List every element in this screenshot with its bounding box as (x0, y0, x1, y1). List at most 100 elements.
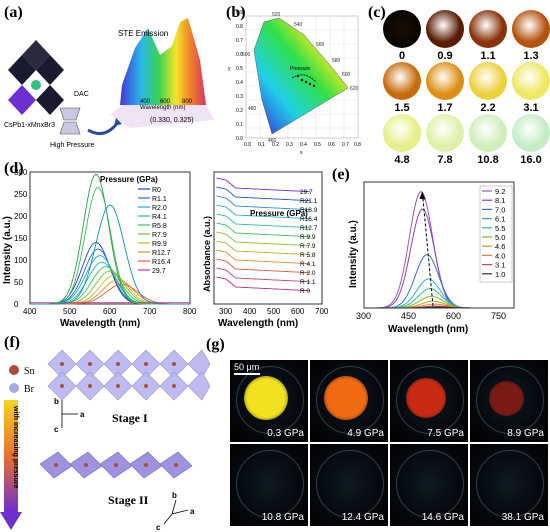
absorbance-chart: 29.7 R21.1 R18.9 R16.4 R12.7 R 9.9 R 7.9 R 5.8 R… (202, 171, 328, 329)
pl-spectra-chart: 400 500 600 700 800 0 50 100 150 200 250 300 Wavelen… (2, 168, 197, 329)
cie-wl-620: 620 (350, 86, 359, 92)
abs-legend-entry: R12.7 (300, 225, 318, 232)
abs-x-tick: 300 (219, 307, 233, 316)
cie-diagram: Pressure 520 540 560 580 600 620 500 480… (228, 10, 361, 156)
pl-legend-entry: R0 (152, 187, 161, 194)
axis-b2-label: b (172, 491, 177, 500)
abs-series-line (216, 213, 310, 229)
cie-x-tick: 0.2 (272, 142, 279, 148)
pressure-value-label: 7.8 (437, 154, 453, 166)
panel-f-label: (f) (4, 334, 20, 351)
emission-photo: 3.1 (509, 62, 550, 114)
panel-d-label: (d) (4, 160, 24, 177)
microscopy-image: 8.9 GPa (470, 360, 548, 442)
pl-x-tick: 600 (103, 307, 117, 316)
emission-photo: 1.7 (423, 62, 467, 114)
axis-c-label: c (54, 425, 59, 434)
emission-circle (512, 10, 550, 48)
stage-two-label: Stage II (108, 493, 149, 507)
abs-series-line (216, 258, 310, 274)
abs-legend-entry: R 0 (300, 288, 311, 295)
abs-legend-entry: R 4.1 (300, 261, 316, 268)
pressure-value-label: 4.8 (394, 154, 410, 166)
emission-circle (469, 62, 507, 100)
sample-emission (406, 378, 446, 418)
emission-photo: 4.8 (380, 114, 424, 166)
microscopy-image: 12.4 GPa (310, 444, 388, 526)
pl-x-label: Wavelength (nm) (60, 318, 140, 329)
sample-emission (488, 380, 524, 416)
cie-x-label: x (300, 150, 303, 156)
axes-stage-one (61, 400, 78, 428)
panel-a-figure: STE Emission 400 600 800 Wavelength (nm)… (4, 18, 214, 149)
axis-a-label: a (80, 410, 85, 419)
e-legend-entry: 1.0 (495, 270, 505, 279)
panel-b-label: (b) (226, 4, 246, 21)
emission-photo-grid: 0 0.9 1.1 1.3 1.5 1.7 2.2 3.1 4.8 7.8 10.8 16.0 (374, 4, 550, 166)
abs-legend-entry: R 9.9 (300, 234, 316, 241)
axes-stage-two (163, 499, 189, 525)
e-legend-entry: 7.0 (495, 205, 505, 214)
pl-legend-entry: R12.7 (152, 250, 171, 257)
cie-wl-500: 500 (242, 52, 251, 58)
sn-atom-icon (9, 365, 19, 375)
abs-legend-entry: 29.7 (300, 189, 313, 196)
pl-x-tick: 700 (143, 307, 157, 316)
emission-circle (512, 62, 550, 100)
abs-series-line (216, 186, 310, 202)
scale-bar (234, 373, 260, 375)
emission-photo: 1.3 (509, 10, 550, 62)
ste-emission-label: STE Emission (118, 29, 168, 38)
cie-x-tick: 0.8 (354, 142, 361, 148)
cie-x-tick: 0.5 (314, 142, 321, 148)
abs-x-tick: 700 (315, 307, 328, 316)
cie-y-tick: 0.7 (236, 38, 243, 44)
axis-b-label: b (54, 397, 59, 406)
br-label: Br (24, 384, 35, 395)
abs-plot-frame (213, 171, 323, 305)
e-x-label: Wavelength (nm) (388, 324, 468, 334)
e-legend-box (479, 185, 513, 283)
cie-x-tick: 0.0 (244, 142, 251, 148)
br-atom-icon (9, 383, 19, 393)
pressure-value-label: 1.5 (394, 102, 410, 114)
abs-x-label: Wavelength (nm) (218, 318, 298, 329)
microscopy-image: 4.9 GPa (310, 360, 388, 442)
crystal-structure (8, 40, 64, 115)
peak-shift-arrow (422, 193, 434, 307)
pl-legend-entry: R5.8 (152, 223, 167, 230)
pl-legend-entry: R16.4 (152, 259, 171, 266)
panel-c-label: (c) (368, 4, 386, 21)
sample-emission (244, 376, 288, 420)
pressure-label: 4.9 GPa (347, 428, 384, 439)
emission-circle (426, 62, 464, 100)
emission-photo: 1.1 (466, 10, 510, 62)
emission-circle (512, 114, 550, 152)
microscopy-image: 7.5 GPa (390, 360, 468, 442)
pl-legend-entry: R2.0 (152, 205, 167, 212)
pl-y-tick: 300 (14, 168, 28, 177)
cie-wl-460: 460 (268, 138, 277, 144)
abs-series-line (216, 231, 310, 247)
wl-tick-800: 800 (182, 99, 193, 105)
pressure-label: 14.6 GPa (421, 512, 464, 523)
emission-photo: 7.8 (423, 114, 467, 166)
emission-circle (426, 114, 464, 152)
abs-legend-entry: R 7.9 (300, 243, 316, 250)
stage-one-label: Stage I (112, 411, 148, 425)
pl-x-tick: 800 (183, 307, 197, 316)
e-legend-entry: 5.0 (495, 233, 505, 242)
e-legend-entry: 4.0 (495, 251, 505, 260)
abs-y-label: Absorbance (a.u.) (202, 216, 212, 292)
cie-y-tick: 0.0 (236, 136, 243, 142)
pl-series-line (30, 279, 190, 305)
pl-x-tick: 500 (63, 307, 77, 316)
abs-series-line (216, 204, 310, 220)
pl-plot-frame (29, 171, 191, 305)
emission-photo: 10.8 (466, 114, 510, 166)
pl-series-line (30, 204, 190, 305)
pl-series-line (30, 173, 190, 305)
e-y-label: Intensity (a.u.) (348, 220, 359, 288)
e-x-tick: 300 (356, 311, 371, 321)
pl-y-tick: 250 (14, 190, 28, 199)
